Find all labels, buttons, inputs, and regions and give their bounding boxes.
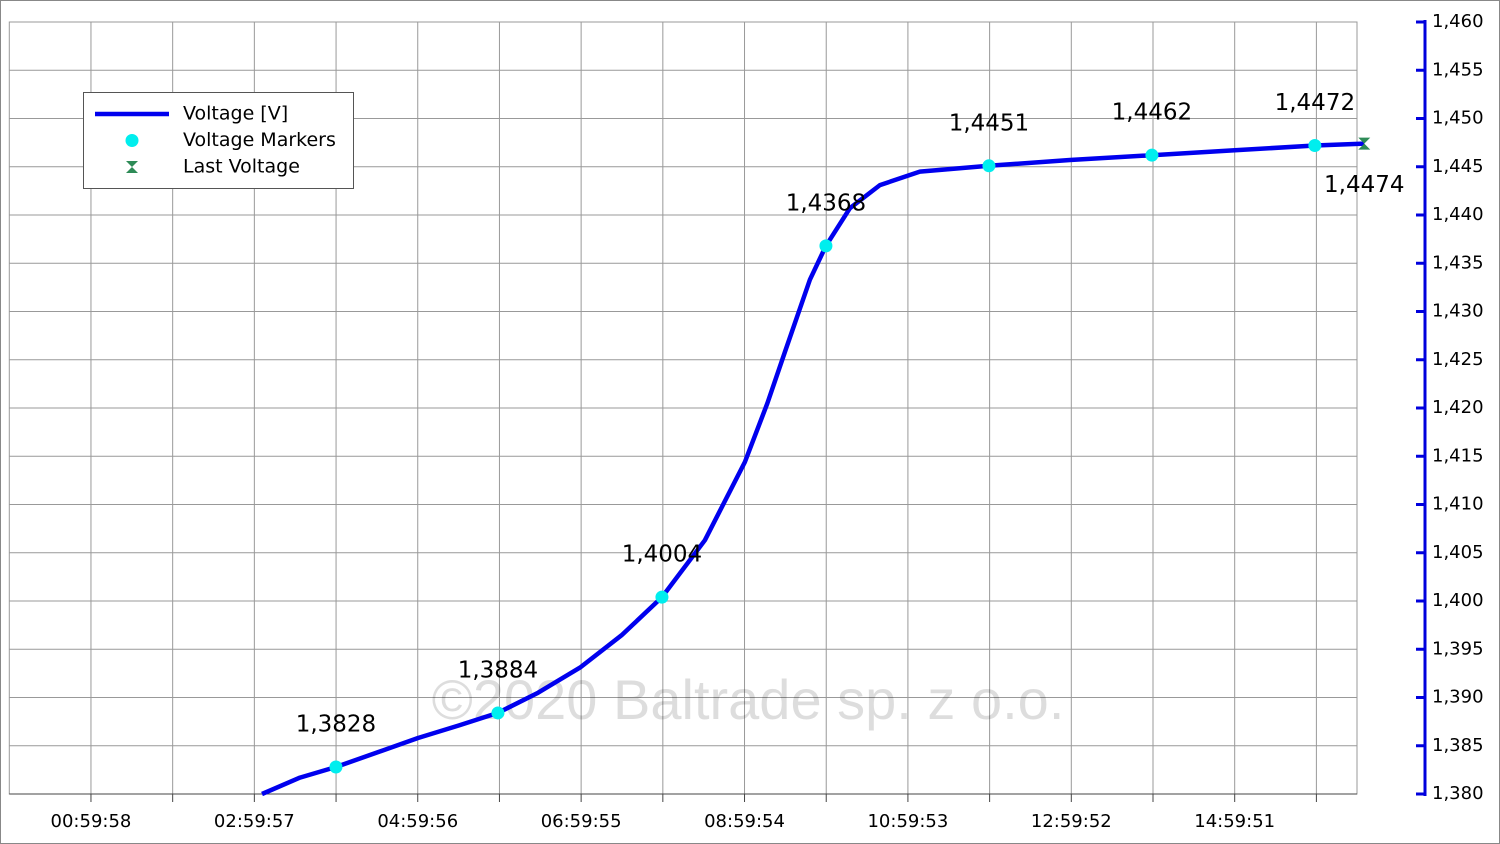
x-tick-label: 14:59:51	[1194, 811, 1275, 832]
legend-label: Last Voltage	[183, 156, 300, 178]
value-label: 1,4462	[1112, 100, 1192, 126]
voltage-line	[261, 141, 1365, 797]
x-tick-label: 04:59:56	[377, 811, 458, 832]
x-tick-label: 06:59:55	[541, 811, 622, 832]
value-label: 1,3828	[296, 711, 376, 737]
y-tick-label: 1,385	[1432, 735, 1484, 756]
voltage-marker	[1308, 139, 1322, 153]
legend-label: Voltage [V]	[183, 103, 288, 125]
voltage-marker	[1145, 148, 1159, 162]
last-voltage-marker	[1358, 137, 1371, 150]
legend-swatch	[126, 161, 138, 173]
voltage-marker	[491, 706, 505, 720]
value-label: 1,3884	[458, 657, 538, 683]
y-tick-label: 1,425	[1432, 349, 1484, 370]
x-tick-label: 10:59:53	[867, 811, 948, 832]
value-label: 1,4451	[949, 110, 1029, 136]
y-tick-label: 1,430	[1432, 301, 1484, 322]
y-tick-label: 1,405	[1432, 542, 1484, 563]
y-tick-label: 1,410	[1432, 494, 1484, 515]
x-tick-label: 08:59:54	[704, 811, 785, 832]
y-tick-label: 1,460	[1432, 11, 1484, 32]
voltage-marker	[329, 760, 343, 774]
y-tick-label: 1,450	[1432, 108, 1484, 129]
legend-label: Voltage Markers	[183, 129, 336, 151]
y-tick-label: 1,435	[1432, 252, 1484, 273]
value-label: 1,4472	[1275, 90, 1355, 116]
value-label: 1,4474	[1324, 172, 1404, 198]
value-label: 1,4368	[786, 190, 866, 216]
voltage-marker	[982, 159, 996, 173]
y-tick-label: 1,455	[1432, 59, 1484, 80]
y-tick-label: 1,415	[1432, 445, 1484, 466]
voltage-marker	[655, 590, 669, 604]
y-tick-label: 1,440	[1432, 204, 1484, 225]
watermark: ©2020 Baltrade sp. z o.o.	[432, 668, 1065, 731]
y-tick-label: 1,420	[1432, 397, 1484, 418]
value-label: 1,4004	[622, 542, 702, 568]
voltage-marker	[819, 239, 833, 253]
y-tick-label: 1,380	[1432, 783, 1484, 804]
y-tick-label: 1,395	[1432, 638, 1484, 659]
y-tick-label: 1,390	[1432, 687, 1484, 708]
y-tick-label: 1,400	[1432, 590, 1484, 611]
y-tick-label: 1,445	[1432, 156, 1484, 177]
x-tick-label: 00:59:58	[51, 811, 132, 832]
legend-swatch	[125, 134, 139, 147]
x-tick-label: 12:59:52	[1031, 811, 1112, 832]
x-tick-label: 02:59:57	[214, 811, 295, 832]
